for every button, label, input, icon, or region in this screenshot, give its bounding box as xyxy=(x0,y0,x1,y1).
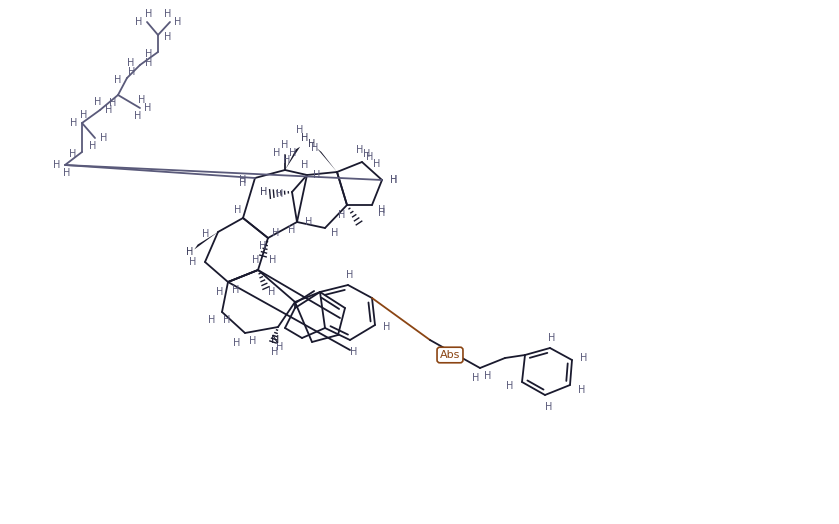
Text: H: H xyxy=(109,98,117,108)
Text: H: H xyxy=(145,58,153,68)
Text: H: H xyxy=(301,133,309,143)
Text: H: H xyxy=(114,75,122,85)
Text: H: H xyxy=(383,322,391,332)
Text: H: H xyxy=(581,353,587,363)
Text: H: H xyxy=(202,229,210,239)
Text: H: H xyxy=(138,95,146,105)
Text: H: H xyxy=(289,225,295,235)
Text: H: H xyxy=(276,342,284,352)
Text: H: H xyxy=(134,111,142,121)
Text: H: H xyxy=(472,373,480,383)
Text: H: H xyxy=(101,133,107,143)
Text: H: H xyxy=(145,49,153,59)
Text: H: H xyxy=(373,159,381,169)
Text: H: H xyxy=(338,210,346,220)
Text: N: N xyxy=(271,335,279,345)
Text: H: H xyxy=(273,228,279,238)
Text: H: H xyxy=(311,143,319,153)
Text: H: H xyxy=(232,285,240,295)
Text: H: H xyxy=(260,187,268,197)
Text: H: H xyxy=(308,139,315,149)
Text: H: H xyxy=(54,160,60,170)
Text: H: H xyxy=(331,228,339,238)
Text: H: H xyxy=(145,9,153,19)
Text: H: H xyxy=(63,168,70,178)
Text: H: H xyxy=(390,175,398,185)
Text: H: H xyxy=(233,338,241,348)
Polygon shape xyxy=(195,232,218,249)
Text: H: H xyxy=(164,9,172,19)
Text: H: H xyxy=(296,125,304,135)
Text: H: H xyxy=(190,257,196,267)
Polygon shape xyxy=(316,148,337,172)
Text: H: H xyxy=(89,141,96,151)
Text: H: H xyxy=(81,110,88,120)
Text: H: H xyxy=(484,371,492,381)
Text: H: H xyxy=(378,205,386,215)
Text: H: H xyxy=(276,189,284,199)
Text: H: H xyxy=(70,118,78,128)
Text: H: H xyxy=(128,67,136,77)
Text: H: H xyxy=(367,152,373,162)
Text: H: H xyxy=(223,315,231,325)
Text: H: H xyxy=(351,347,357,357)
Text: H: H xyxy=(253,255,260,265)
Text: H: H xyxy=(249,336,257,346)
Text: H: H xyxy=(378,208,386,218)
Text: H: H xyxy=(363,149,371,159)
Text: H: H xyxy=(128,58,135,68)
Polygon shape xyxy=(285,147,300,170)
Text: H: H xyxy=(274,148,281,158)
Text: H: H xyxy=(94,97,102,107)
Text: H: H xyxy=(239,175,247,185)
Text: H: H xyxy=(506,381,513,391)
Text: H: H xyxy=(284,155,290,165)
Text: H: H xyxy=(301,160,309,170)
Text: H: H xyxy=(347,270,354,280)
Text: H: H xyxy=(234,205,242,215)
Text: H: H xyxy=(216,287,224,297)
Text: H: H xyxy=(175,17,182,27)
Text: H: H xyxy=(271,347,279,357)
Text: H: H xyxy=(357,145,363,155)
Text: H: H xyxy=(313,170,320,180)
Text: H: H xyxy=(208,315,216,325)
Text: H: H xyxy=(289,148,297,158)
Text: H: H xyxy=(164,32,172,42)
Text: H: H xyxy=(305,217,313,227)
Text: H: H xyxy=(545,402,553,412)
Text: H: H xyxy=(259,241,267,251)
Text: H: H xyxy=(269,255,277,265)
Text: Abs: Abs xyxy=(440,350,460,360)
Text: H: H xyxy=(144,103,152,113)
Text: H: H xyxy=(186,247,194,257)
Text: H: H xyxy=(390,175,398,185)
Text: H: H xyxy=(268,287,276,297)
Text: H: H xyxy=(281,140,289,150)
Text: H: H xyxy=(239,178,247,188)
Text: H: H xyxy=(578,385,586,395)
Text: H: H xyxy=(106,105,112,115)
Text: H: H xyxy=(549,333,555,343)
Text: H: H xyxy=(70,149,76,159)
Text: H: H xyxy=(135,17,143,27)
